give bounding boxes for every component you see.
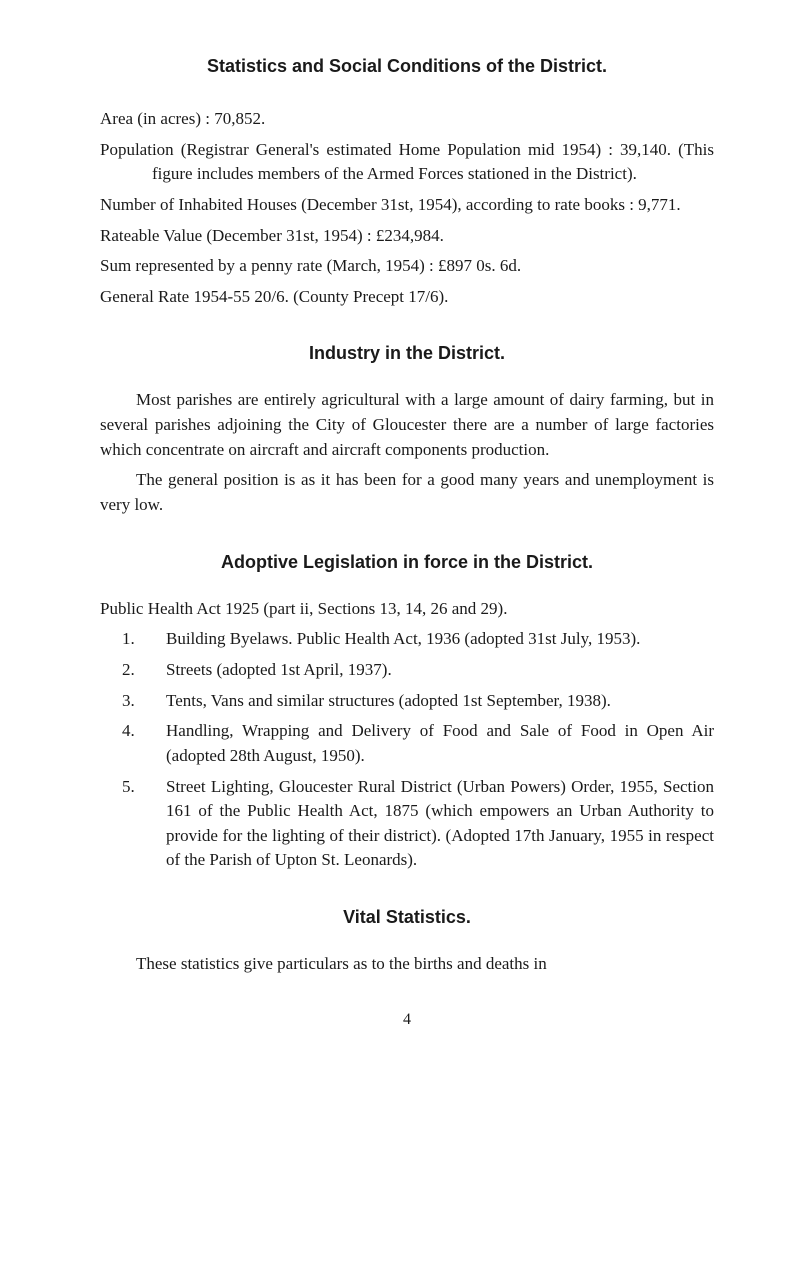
list-number: 1. — [100, 627, 166, 652]
list-text: Street Lighting, Gloucester Rural Distri… — [166, 775, 714, 874]
list-item: 2. Streets (adopted 1st April, 1937). — [100, 658, 714, 683]
list-text: Streets (adopted 1st April, 1937). — [166, 658, 714, 683]
list-number: 5. — [100, 775, 166, 874]
general-rate-line: General Rate 1954-55 20/6. (County Prece… — [100, 285, 714, 310]
adoptive-intro: Public Health Act 1925 (part ii, Section… — [100, 597, 714, 622]
list-number: 3. — [100, 689, 166, 714]
inhabited-houses-line: Number of Inhabited Houses (December 31s… — [100, 193, 714, 218]
industry-paragraph-1: Most parishes are entirely agricultural … — [100, 388, 714, 462]
section-heading-statistics: Statistics and Social Conditions of the … — [100, 56, 714, 77]
area-line: Area (in acres) : 70,852. — [100, 107, 714, 132]
section-heading-vital: Vital Statistics. — [100, 907, 714, 928]
page: Statistics and Social Conditions of the … — [0, 0, 800, 1272]
list-item: 3. Tents, Vans and similar structures (a… — [100, 689, 714, 714]
list-item: 4. Handling, Wrapping and Delivery of Fo… — [100, 719, 714, 768]
list-text: Tents, Vans and similar structures (adop… — [166, 689, 714, 714]
list-number: 4. — [100, 719, 166, 768]
page-number: 4 — [100, 1011, 714, 1029]
list-item: 1. Building Byelaws. Public Health Act, … — [100, 627, 714, 652]
rateable-value-line: Rateable Value (December 31st, 1954) : £… — [100, 224, 714, 249]
list-number: 2. — [100, 658, 166, 683]
list-text: Handling, Wrapping and Delivery of Food … — [166, 719, 714, 768]
vital-paragraph: These statistics give particulars as to … — [100, 952, 714, 977]
section-heading-adoptive: Adoptive Legislation in force in the Dis… — [100, 552, 714, 573]
industry-paragraph-2: The general position is as it has been f… — [100, 468, 714, 517]
penny-rate-line: Sum represented by a penny rate (March, … — [100, 254, 714, 279]
section-heading-industry: Industry in the District. — [100, 343, 714, 364]
list-text: Building Byelaws. Public Health Act, 193… — [166, 627, 714, 652]
list-item: 5. Street Lighting, Gloucester Rural Dis… — [100, 775, 714, 874]
population-line: Population (Registrar General's estimate… — [100, 138, 714, 187]
